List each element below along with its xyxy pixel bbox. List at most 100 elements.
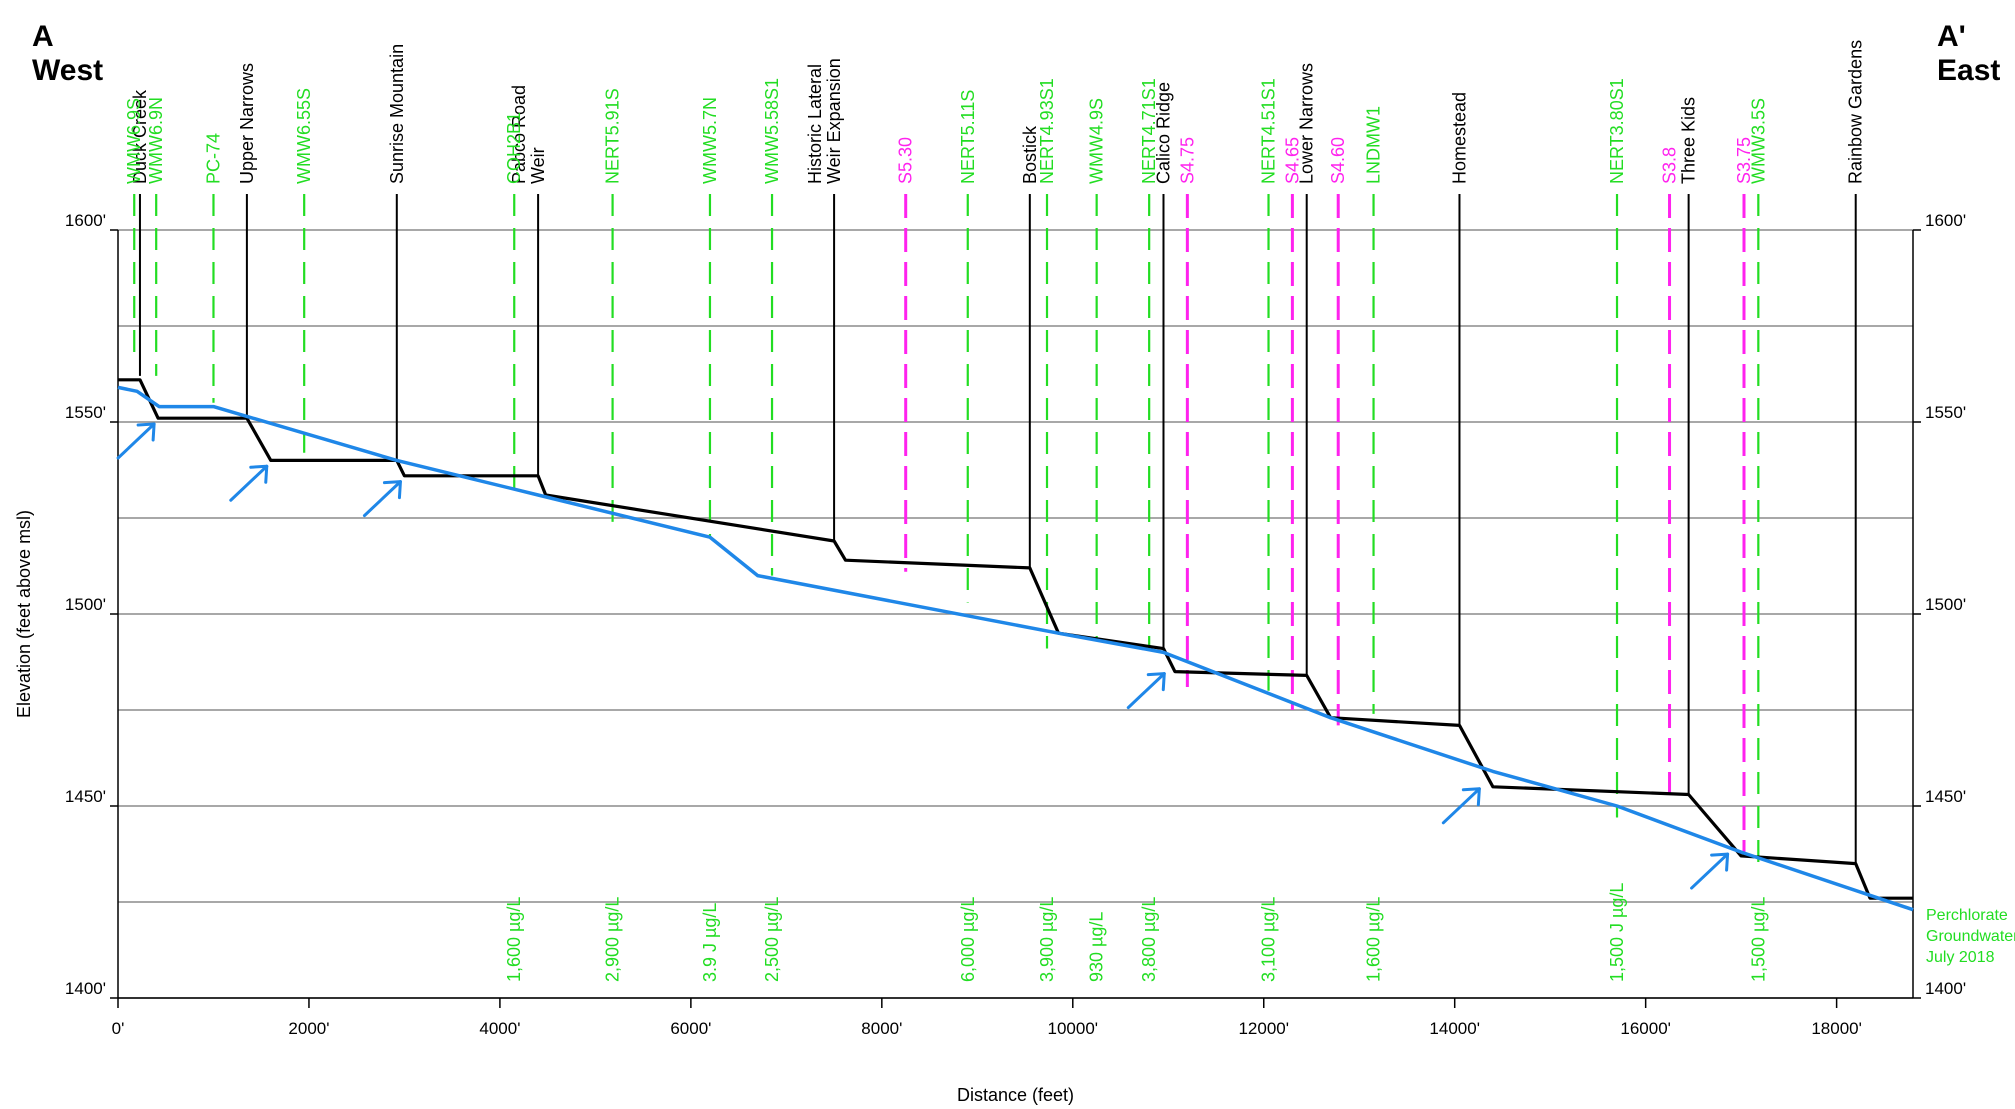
corner-direction-left: West	[32, 54, 104, 87]
marker-label-s4-75: S4.75	[1177, 137, 1197, 184]
y-tick-label-right: 1600'	[1925, 211, 1966, 230]
y-ticks: 1400' 1400' 1450' 1450' 1500' 1500' 1550' 1550'…	[65, 211, 1966, 999]
marker-label-s3-75: S3.75	[1734, 137, 1754, 184]
corner-letter-right: A'	[1937, 20, 1966, 53]
corner-label-left: A West	[32, 20, 103, 88]
marker-label-line: Three Kids	[1679, 97, 1699, 184]
marker-label-wmw5-7n: WMW5.7N	[700, 97, 720, 184]
marker-label-line: Historic Lateral	[805, 64, 825, 184]
corner-label-right: A' East	[1937, 20, 2000, 88]
inflow-arrow-head	[1710, 852, 1730, 872]
marker-label-s4-60: S4.60	[1328, 137, 1348, 184]
inflow-arrow	[116, 422, 156, 460]
inflow-arrow-shaft	[229, 464, 269, 502]
marker-label-lndmw1: LNDMW1	[1364, 106, 1384, 184]
marker-label-line: NERT4.71S1	[1139, 78, 1159, 184]
marker-label-line: WMW3.5S	[1748, 98, 1768, 184]
marker-label-s5-30: S5.30	[896, 137, 916, 184]
concentration-label-nert4-71s1: 3,800 µg/L	[1139, 897, 1159, 982]
concentration-label-wmw3-5s: 1,500 µg/L	[1748, 897, 1768, 982]
x-tick-label: 0'	[112, 1019, 125, 1038]
annotation-line: July 2018	[1926, 949, 1995, 966]
marker-label-line: Calico Ridge	[1153, 82, 1173, 184]
marker-label-line: S4.75	[1177, 137, 1197, 184]
y-tick-label-right: 1500'	[1925, 595, 1966, 614]
inflow-arrow-head	[1461, 787, 1481, 807]
x-tick-label: 12000'	[1238, 1019, 1289, 1038]
x-tick-label: 4000'	[479, 1019, 520, 1038]
annotation-line: Groundwater	[1926, 928, 2015, 945]
annotation-perchlorate: Perchlorate Groundwater July 2018	[1926, 907, 2015, 966]
marker-label-pc-74: PC-74	[203, 133, 223, 184]
marker-label-duck-creek: Duck Creek	[130, 89, 150, 184]
annotation-line: Perchlorate	[1926, 907, 2008, 924]
marker-label-nert4-93s1: NERT4.93S1	[1037, 78, 1057, 184]
x-tick-label: 2000'	[288, 1019, 329, 1038]
marker-label-line: Weir Expansion	[824, 58, 844, 184]
marker-label-line: NERT5.91S	[603, 88, 623, 184]
x-tick-label: 8000'	[861, 1019, 902, 1038]
marker-label-rainbow-gardens: Rainbow Gardens	[1846, 40, 1866, 184]
marker-label-wmw5-58s1: WMW5.58S1	[762, 78, 782, 184]
inflow-arrow-head	[1146, 672, 1166, 692]
inflow-arrow-shaft	[116, 422, 156, 460]
concentration-label-coh2b1: 1,600 µg/L	[504, 897, 524, 982]
marker-label-line: S3.8	[1660, 147, 1680, 184]
concentration-label-lndmw1: 1,600 µg/L	[1364, 897, 1384, 982]
concentration-label-nert4-51s1: 3,100 µg/L	[1259, 897, 1279, 982]
marker-label-line: WMW5.7N	[700, 97, 720, 184]
marker-label-line: S4.65	[1282, 137, 1302, 184]
inflow-arrow	[1441, 787, 1481, 825]
concentration-label-nert3-80s1: 1,500 J µg/L	[1607, 883, 1627, 982]
inflow-arrow	[362, 480, 402, 518]
marker-label-line: PC-74	[203, 133, 223, 184]
y-tick-label-left: 1600'	[65, 211, 106, 230]
grid-lines	[118, 229, 1913, 999]
marker-label-line: S3.75	[1734, 137, 1754, 184]
marker-label-line: NERT5.11S	[958, 90, 978, 184]
marker-label-three-kids: Three Kids	[1679, 97, 1699, 184]
x-tick-label: 10000'	[1048, 1019, 1099, 1038]
marker-label-line: WMW5.58S1	[762, 78, 782, 184]
x-ticks: 0' 2000' 4000' 6000' 8000' 10000' 12000' 14000'…	[112, 998, 1862, 1038]
marker-label-line: WMW6.9N	[146, 97, 166, 184]
marker-label-lower-narrows: Lower Narrows	[1297, 63, 1317, 184]
concentration-label-wmw4-9s: 930 µg/L	[1087, 912, 1107, 982]
marker-label-nert4-71s1: NERT4.71S1	[1139, 78, 1159, 184]
location-markers: Duck Creek Upper Narrows Sunrise Mountain P…	[124, 40, 1865, 982]
inflow-arrow-head	[136, 422, 156, 442]
y-tick-label-left: 1400'	[65, 979, 106, 998]
marker-label-wmw3-5s: WMW3.5S	[1748, 98, 1768, 184]
marker-label-line: S5.30	[896, 137, 916, 184]
concentration-label-nert5-91s: 2,900 µg/L	[603, 897, 623, 982]
y-tick-label-right: 1450'	[1925, 787, 1966, 806]
marker-label-s4-65: S4.65	[1282, 137, 1302, 184]
marker-label-pabco-road-weir: Pabco RoadWeir	[509, 85, 548, 184]
concentration-label-nert5-11s: 6,000 µg/L	[958, 897, 978, 982]
marker-label-line: Pabco Road	[509, 85, 529, 184]
marker-label-line: COH2B1	[504, 112, 524, 184]
marker-label-bostick: Bostick	[1020, 125, 1040, 184]
y-tick-label-left: 1450'	[65, 787, 106, 806]
marker-label-wmw6-55s: WMW6.55S	[294, 88, 314, 184]
marker-label-line: LNDMW1	[1364, 106, 1384, 184]
inflow-arrow-shaft	[1441, 787, 1481, 825]
inflow-arrow	[229, 464, 269, 502]
marker-label-nert3-80s1: NERT3.80S1	[1607, 78, 1627, 184]
marker-label-s3-8: S3.8	[1660, 147, 1680, 184]
inflow-arrow-shaft	[1126, 672, 1166, 710]
corner-direction-right: East	[1937, 54, 2001, 87]
y-tick-label-left: 1550'	[65, 403, 106, 422]
marker-label-line: Bostick	[1020, 125, 1040, 184]
marker-label-wmw4-9s: WMW4.9S	[1087, 98, 1107, 184]
marker-label-nert4-51s1: NERT4.51S1	[1259, 78, 1279, 184]
y-tick-label-right: 1400'	[1925, 979, 1966, 998]
marker-label-line: Lower Narrows	[1297, 63, 1317, 184]
x-tick-label: 14000'	[1429, 1019, 1480, 1038]
marker-label-line: Rainbow Gardens	[1846, 40, 1866, 184]
x-tick-label: 18000'	[1811, 1019, 1862, 1038]
y-tick-label-right: 1550'	[1925, 403, 1966, 422]
marker-label-line: Sunrise Mountain	[387, 44, 407, 184]
marker-label-calico-ridge: Calico Ridge	[1153, 82, 1173, 184]
